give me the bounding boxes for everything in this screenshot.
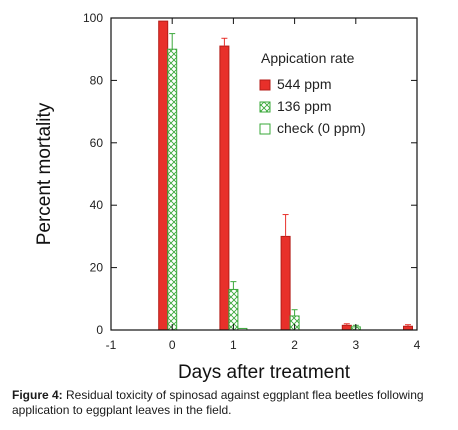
x-tick-label: 4	[414, 338, 421, 352]
bar	[280, 235, 291, 331]
y-tick-label: 100	[83, 11, 103, 25]
axis-ticks	[110, 17, 418, 331]
caption-text: Residual toxicity of spinosad against eg…	[12, 388, 424, 417]
plot-frame	[110, 17, 418, 331]
bar	[228, 288, 239, 331]
bar	[158, 20, 169, 331]
plot-bars	[158, 20, 413, 331]
legend-swatch	[259, 79, 271, 91]
legend-swatch	[259, 123, 271, 135]
y-tick-label: 20	[90, 261, 104, 275]
x-tick-label: 2	[291, 338, 298, 352]
legend-label: check (0 ppm)	[277, 120, 366, 136]
bar	[341, 324, 352, 331]
x-tick-label: 0	[169, 338, 176, 352]
x-tick-label: 3	[352, 338, 359, 352]
legend: Appication rate 544 ppm 136 ppm check (0 p…	[259, 50, 366, 136]
y-tick-label: 40	[90, 198, 104, 212]
x-axis-title: Days after treatment	[178, 362, 351, 383]
figure-caption: Figure 4: Residual toxicity of spinosad …	[12, 388, 450, 418]
bar	[219, 45, 230, 331]
y-tick-label: 0	[96, 323, 103, 337]
legend-title: Appication rate	[261, 50, 355, 66]
legend-label: 544 ppm	[277, 76, 331, 92]
y-tick-label: 60	[90, 136, 104, 150]
x-tick-label: -1	[106, 338, 117, 352]
x-tick-label: 1	[230, 338, 237, 352]
y-axis-title: Percent mortality	[34, 102, 55, 245]
legend-swatch	[259, 101, 271, 113]
caption-label: Figure 4:	[12, 388, 63, 402]
legend-label: 136 ppm	[277, 98, 331, 114]
y-tick-label: 80	[90, 73, 104, 87]
bar	[167, 48, 178, 331]
